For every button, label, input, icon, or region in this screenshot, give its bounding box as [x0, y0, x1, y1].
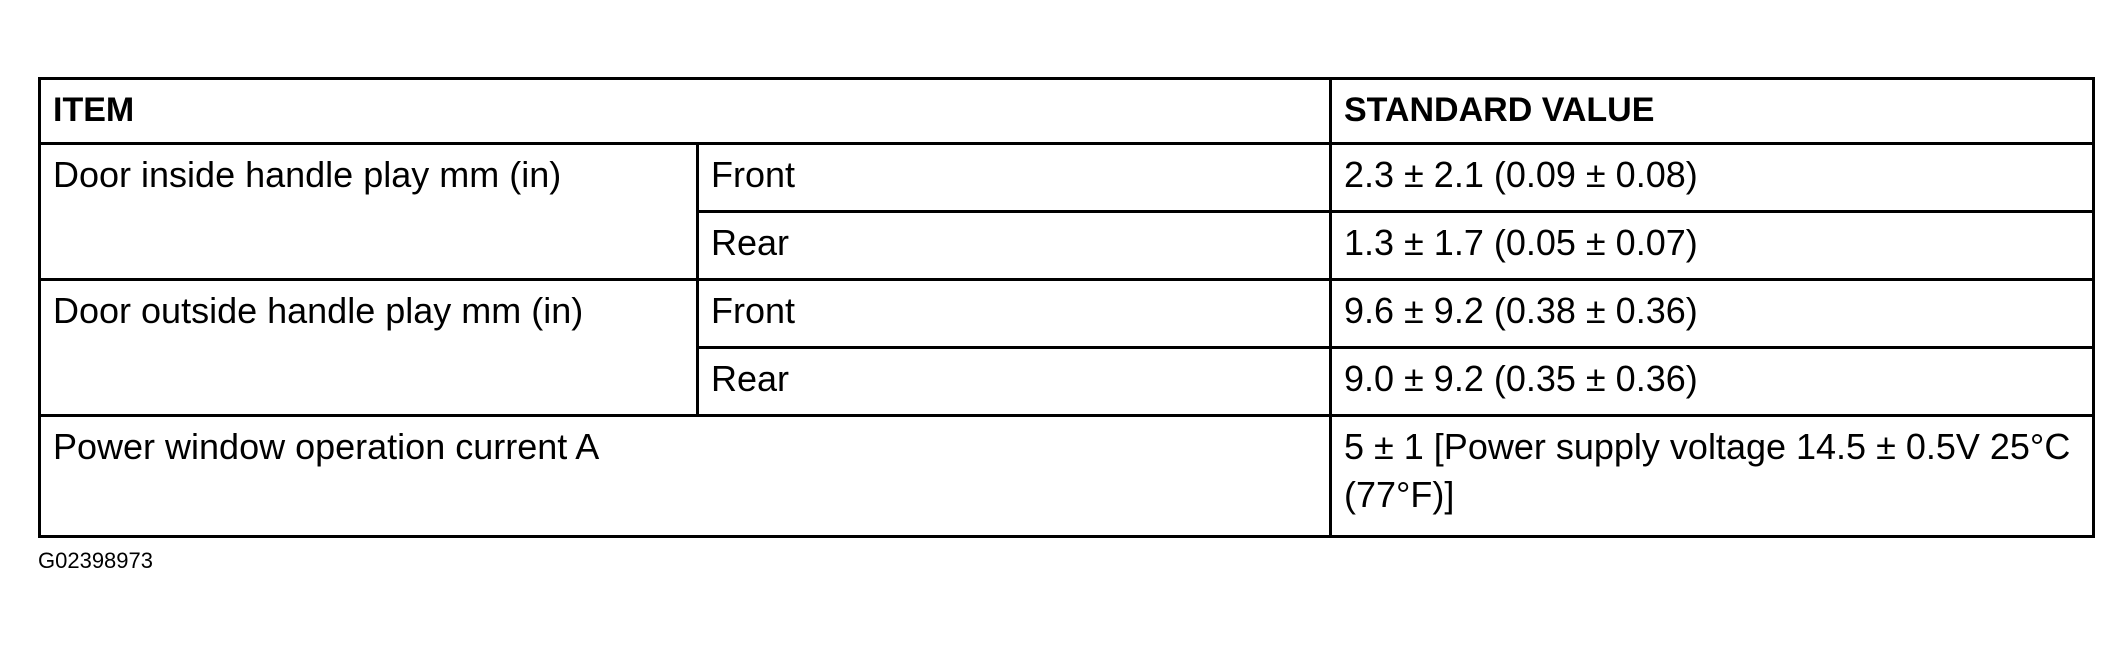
- item-cell: Door inside handle play mm (in): [38, 142, 699, 281]
- table-row: Rear 1.3 ± 1.7 (0.05 ± 0.07): [40, 210, 2095, 281]
- header-row: ITEM STANDARD VALUE: [38, 77, 2095, 145]
- table-row: Door inside handle play mm (in) Front 2.…: [38, 142, 2095, 281]
- value-cell: 2.3 ± 2.1 (0.09 ± 0.08): [1329, 142, 2095, 213]
- position-cell: Rear: [696, 210, 1332, 281]
- table-row: Door outside handle play mm (in) Front 9…: [38, 278, 2095, 417]
- table-row: Rear 9.0 ± 9.2 (0.35 ± 0.36): [40, 346, 2095, 417]
- value-cell: 1.3 ± 1.7 (0.05 ± 0.07): [1329, 210, 2095, 281]
- value-cell: 9.0 ± 9.2 (0.35 ± 0.36): [1329, 346, 2095, 417]
- item-cell: Door outside handle play mm (in): [38, 278, 699, 417]
- value-cell: 9.6 ± 9.2 (0.38 ± 0.36): [1329, 278, 2095, 349]
- header-standard-value: STANDARD VALUE: [1329, 77, 2095, 145]
- table-row: Power window operation current A 5 ± 1 […: [38, 414, 2095, 538]
- standard-value-table: ITEM STANDARD VALUE Door inside handle p…: [38, 77, 2095, 538]
- figure-code: G02398973: [38, 548, 153, 573]
- position-cell: Rear: [696, 346, 1332, 417]
- item-cell: Power window operation current A: [38, 414, 1332, 538]
- position-cell: Front: [696, 142, 1332, 213]
- position-cell: Front: [696, 278, 1332, 349]
- header-item: ITEM: [38, 77, 1332, 145]
- value-cell: 5 ± 1 [Power supply voltage 14.5 ± 0.5V …: [1329, 414, 2095, 538]
